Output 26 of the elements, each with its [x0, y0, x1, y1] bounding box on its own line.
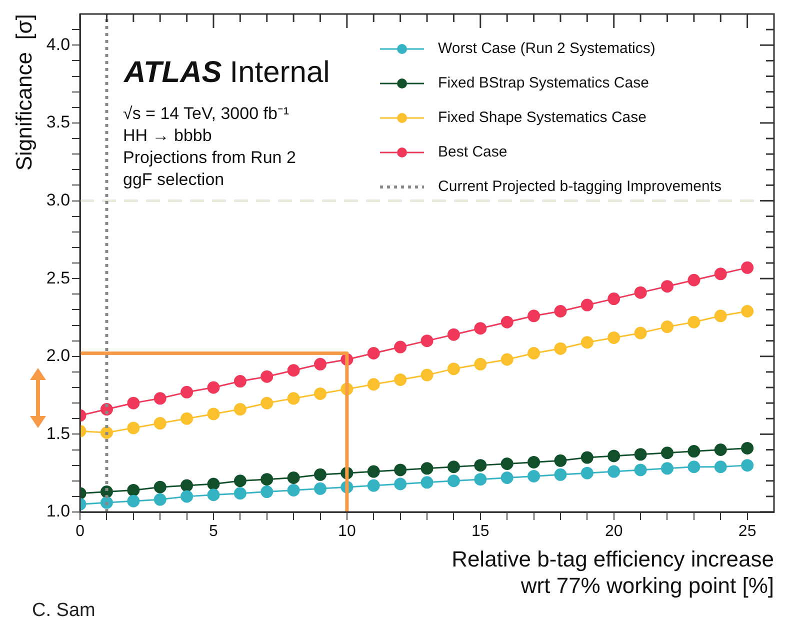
text: ATLAS Internal: [124, 56, 330, 90]
y-tick-label: 2.0: [46, 346, 70, 366]
x-tick-label: 0: [76, 523, 85, 540]
annotation: √s = 14 TeV, 3000 fb⁻¹: [123, 103, 290, 125]
annotation: Projections from Run 2: [123, 147, 296, 169]
legend-label: Best Case: [438, 144, 508, 161]
annotation: ggF selection: [123, 169, 226, 191]
x-tick-label: 25: [738, 523, 756, 540]
x-axis-title: Relative b-tag efficiency increase wrt 77% working point [%]: [452, 546, 774, 598]
legend-label: Current Projected b-tagging Improvements: [438, 178, 722, 196]
y-tick-label: 1.5: [46, 424, 70, 443]
y-tick-label: 2.5: [46, 268, 70, 288]
legend-label: Worst Case (Run 2 Systematics): [438, 40, 656, 58]
legend-label: Fixed BStrap Systematics Case: [438, 74, 649, 92]
y-tick-label: 3.5: [46, 112, 70, 132]
x-tick-label: 20: [604, 523, 623, 540]
y-tick-label: 4.0: [46, 34, 70, 54]
y-tick-label: 1.0: [46, 502, 70, 521]
x-tick-label: 10: [338, 523, 356, 540]
y-tick-label: 3.0: [46, 190, 70, 210]
annotation: HH → bbbb: [123, 125, 213, 147]
y-axis-title: Significance [σ]: [11, 14, 36, 171]
legend-label: Fixed Shape Systematics Case: [438, 109, 646, 126]
text: C. Sam: [32, 600, 96, 622]
x-tick-label: 5: [209, 523, 218, 540]
x-tick-label: 15: [472, 523, 490, 540]
